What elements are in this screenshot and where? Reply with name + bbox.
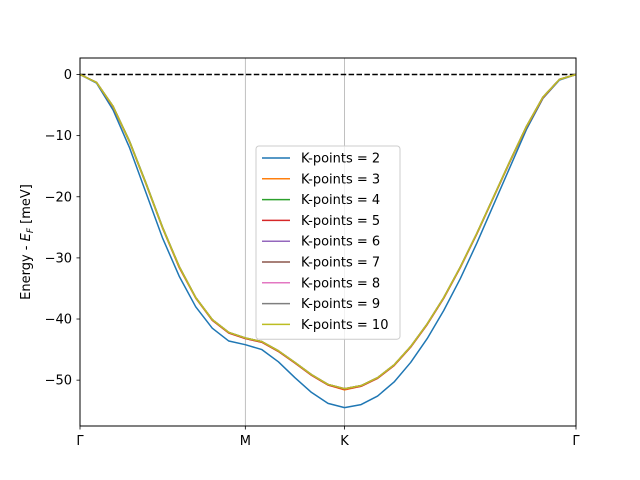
series-lines	[79, 73, 577, 409]
y-tick-label-3: −30	[45, 251, 72, 266]
legend: K-points = 2 K-points = 3 K-points = 4 K-po…	[255, 145, 401, 340]
legend-label-5: K-points = 7	[301, 256, 380, 271]
y-axis-ticks: 0 −10 −20 −30 −40 −50	[45, 68, 80, 389]
legend-label-8: K-points = 10	[301, 318, 388, 333]
x-tick-label-1: M	[240, 434, 251, 449]
legend-label-1: K-points = 3	[301, 172, 380, 187]
legend-label-2: K-points = 4	[301, 193, 380, 208]
legend-label-4: K-points = 6	[301, 235, 380, 250]
y-axis-label: Energy - EF [meV]	[19, 184, 36, 300]
legend-label-3: K-points = 5	[301, 214, 380, 229]
legend-label-0: K-points = 2	[301, 152, 380, 167]
x-tick-label-0: Γ	[76, 434, 84, 449]
y-tick-label-0: 0	[64, 68, 72, 83]
legend-label-6: K-points = 8	[301, 276, 380, 291]
y-tick-label-2: −20	[45, 190, 72, 205]
series-line-kpoints-10	[79, 73, 577, 390]
y-tick-label-5: −50	[45, 374, 72, 389]
legend-box	[255, 145, 401, 340]
y-tick-label-4: −40	[45, 313, 72, 328]
y-tick-label-1: −10	[45, 129, 72, 144]
x-tick-label-3: Γ	[572, 434, 580, 449]
x-tick-label-2: K	[340, 434, 349, 449]
series-line-kpoints-2	[79, 73, 577, 409]
legend-label-7: K-points = 9	[301, 297, 380, 312]
plot-frame	[79, 57, 577, 427]
